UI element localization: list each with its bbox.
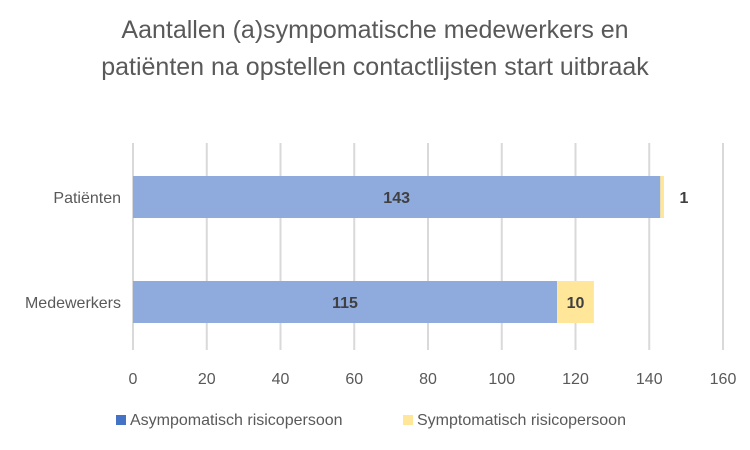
data-label: 115: [332, 295, 358, 312]
legend-label: Asympomatisch risicopersoon: [130, 412, 343, 429]
x-tick-label: 100: [488, 371, 515, 388]
bar-segment: [557, 281, 594, 323]
x-tick-label: 0: [129, 371, 138, 388]
legend-label: Symptomatisch risicopersoon: [417, 412, 626, 429]
data-label: 10: [567, 295, 585, 312]
legend-swatch: [116, 415, 126, 425]
x-tick-label: 20: [198, 371, 216, 388]
bar-segment: [133, 281, 558, 323]
bar-segment: [660, 176, 664, 218]
y-category-label: Medewerkers: [25, 295, 121, 312]
bar-segment: [133, 176, 661, 218]
data-label: 143: [383, 190, 410, 207]
y-category-label: Patiënten: [53, 190, 121, 207]
data-label: 1: [680, 190, 689, 207]
x-tick-label: 160: [710, 371, 737, 388]
legend-swatch: [403, 415, 413, 425]
x-tick-label: 120: [562, 371, 589, 388]
x-tick-label: 140: [636, 371, 663, 388]
x-tick-label: 80: [419, 371, 437, 388]
x-tick-label: 60: [345, 371, 363, 388]
x-tick-label: 40: [272, 371, 290, 388]
chart-title: Aantallen (a)sympomatische medewerkers e…: [101, 16, 649, 81]
